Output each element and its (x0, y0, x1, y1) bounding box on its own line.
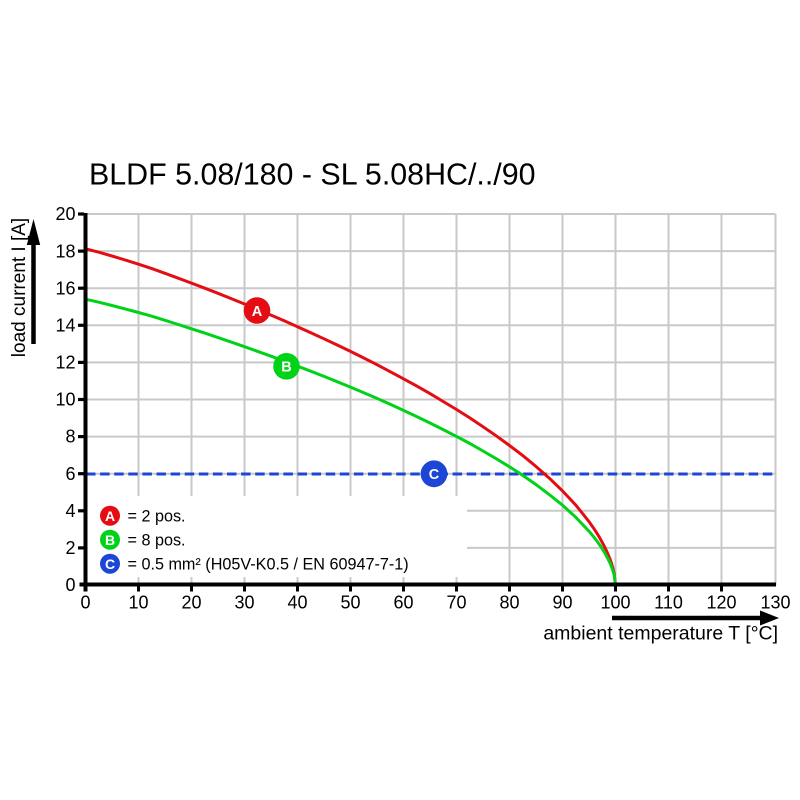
svg-text:20: 20 (55, 204, 75, 224)
svg-text:BLDF 5.08/180 - SL 5.08HC/../9: BLDF 5.08/180 - SL 5.08HC/../90 (89, 158, 536, 192)
svg-text:= 2 pos.: = 2 pos. (128, 508, 186, 526)
svg-text:30: 30 (234, 593, 254, 613)
svg-text:= 8 pos.: = 8 pos. (128, 532, 186, 550)
svg-text:load current I [A]: load current I [A] (9, 218, 30, 357)
svg-text:40: 40 (287, 593, 307, 613)
svg-text:60: 60 (393, 593, 413, 613)
svg-text:4: 4 (65, 501, 75, 521)
svg-text:B: B (281, 359, 291, 375)
svg-text:80: 80 (499, 593, 519, 613)
svg-text:70: 70 (446, 593, 466, 613)
svg-text:90: 90 (552, 593, 572, 613)
svg-text:2: 2 (65, 538, 75, 558)
svg-text:0: 0 (80, 593, 90, 613)
svg-text:18: 18 (55, 241, 75, 261)
svg-text:6: 6 (65, 464, 75, 484)
svg-text:8: 8 (65, 427, 75, 447)
svg-text:C: C (105, 556, 115, 572)
svg-text:10: 10 (128, 593, 148, 613)
svg-text:12: 12 (55, 353, 75, 373)
svg-text:0: 0 (65, 575, 75, 595)
svg-text:A: A (105, 508, 115, 524)
svg-text:20: 20 (181, 593, 201, 613)
svg-text:C: C (429, 467, 440, 483)
svg-text:120: 120 (706, 593, 736, 613)
svg-text:ambient temperature T [°C]: ambient temperature T [°C] (543, 623, 778, 645)
svg-text:110: 110 (654, 593, 683, 613)
svg-text:14: 14 (55, 316, 75, 336)
svg-text:130: 130 (760, 593, 790, 613)
svg-text:B: B (105, 532, 115, 548)
svg-text:16: 16 (55, 278, 75, 298)
svg-text:100: 100 (600, 593, 630, 613)
svg-text:A: A (252, 304, 263, 320)
svg-text:= 0.5 mm² (H05V-K0.5 / EN 6094: = 0.5 mm² (H05V-K0.5 / EN 60947-7-1) (128, 556, 409, 574)
svg-text:10: 10 (55, 390, 75, 410)
svg-text:50: 50 (340, 593, 360, 613)
